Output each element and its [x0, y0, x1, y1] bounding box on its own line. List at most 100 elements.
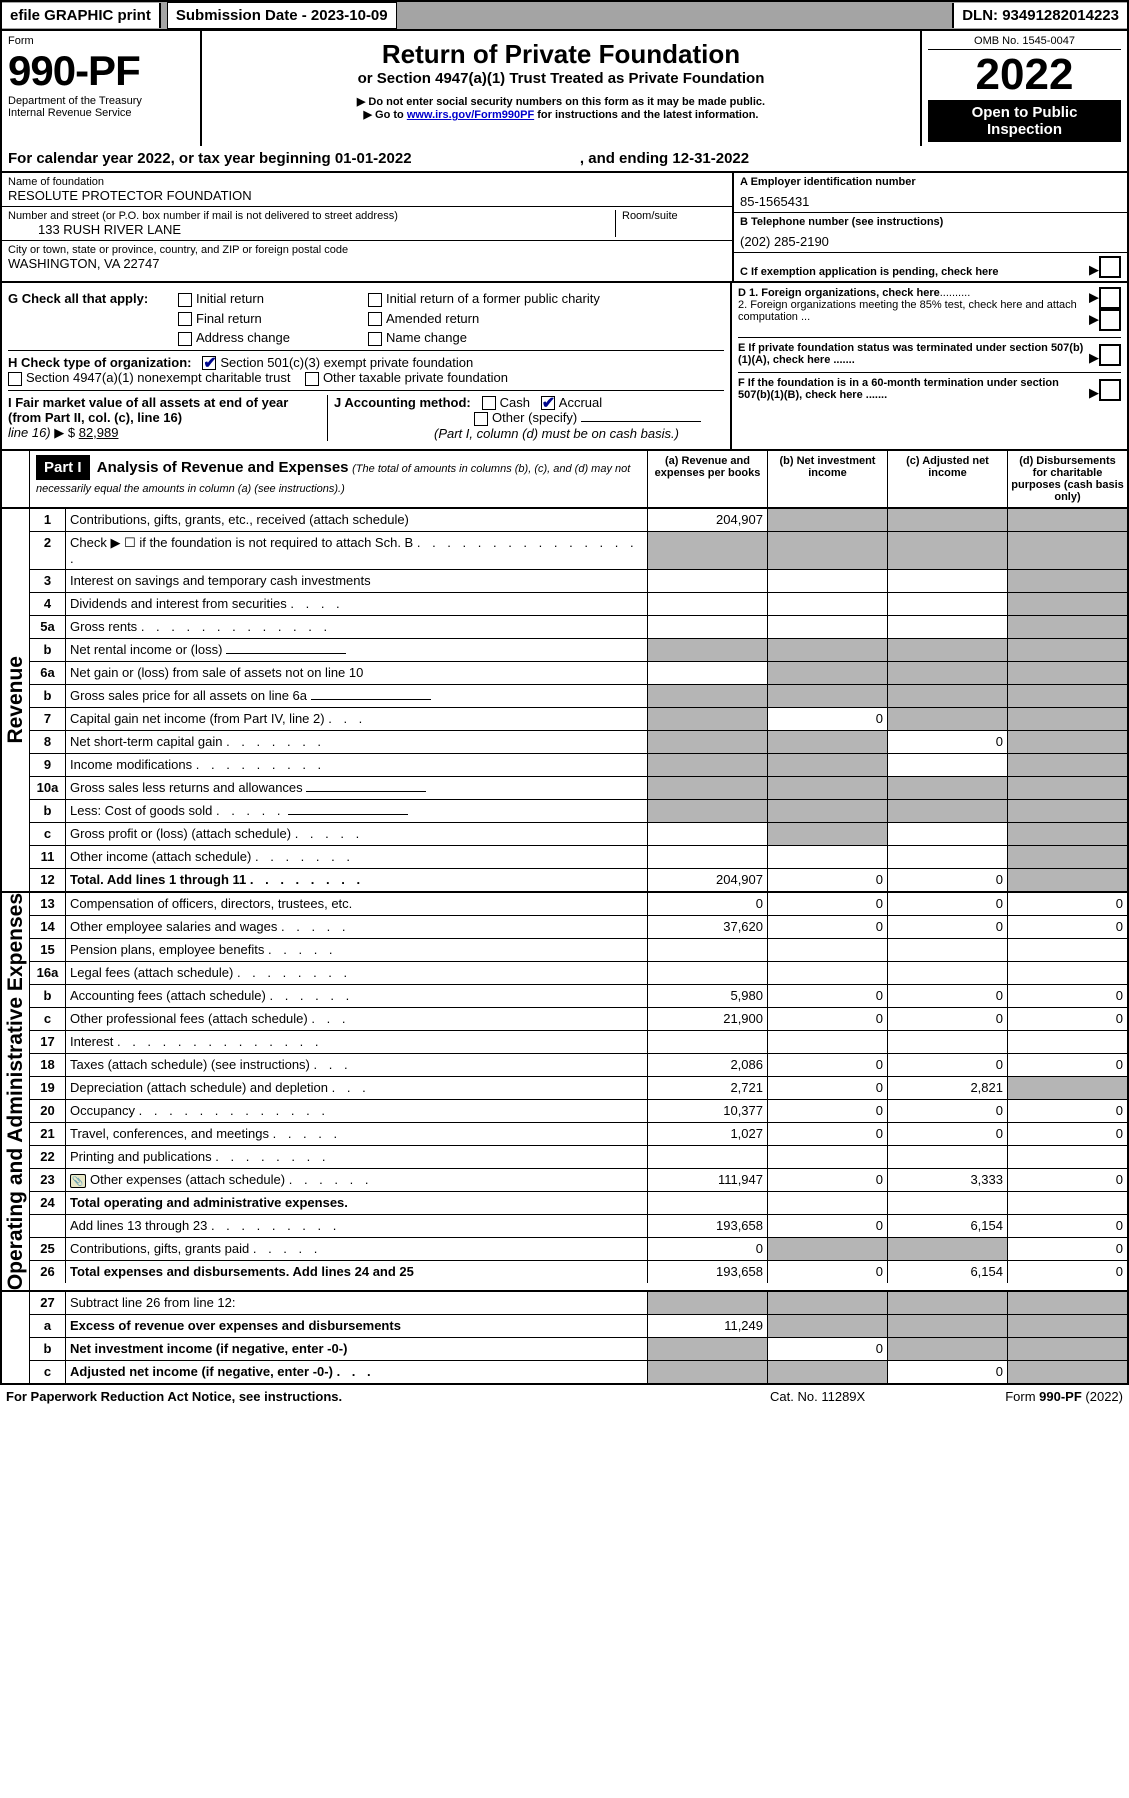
d1-label: D 1. Foreign organizations, check here — [738, 287, 940, 299]
g-name-change[interactable]: Name change — [368, 330, 600, 346]
foundation-name-label: Name of foundation — [8, 176, 726, 188]
col-c-header: (c) Adjusted net income — [887, 451, 1007, 507]
table-row: 27Subtract line 26 from line 12: — [30, 1292, 1127, 1314]
table-row: bGross sales price for all assets on lin… — [30, 684, 1127, 707]
part1-header-row: Part I Analysis of Revenue and Expenses … — [0, 451, 1129, 509]
h-501c3-checkbox[interactable] — [202, 356, 216, 370]
table-row: cAdjusted net income (if negative, enter… — [30, 1360, 1127, 1383]
g-label: G Check all that apply: — [8, 291, 178, 346]
g-final-return[interactable]: Final return — [178, 311, 368, 327]
table-row: 20Occupancy . . . . . . . . . . . . .10,… — [30, 1099, 1127, 1122]
j-accrual-checkbox[interactable] — [541, 396, 555, 410]
c-checkbox[interactable] — [1099, 256, 1121, 278]
opex-section: Operating and Administrative Expenses 13… — [0, 893, 1129, 1292]
table-row: cOther professional fees (attach schedul… — [30, 1007, 1127, 1030]
g-amended-return[interactable]: Amended return — [368, 311, 600, 327]
h-other-checkbox[interactable] — [305, 372, 319, 386]
table-row: 8Net short-term capital gain . . . . . .… — [30, 730, 1127, 753]
table-row: 1Contributions, gifts, grants, etc., rec… — [30, 509, 1127, 531]
footer-form: Form 990-PF (2022) — [1005, 1389, 1123, 1404]
dln: DLN: 93491282014223 — [952, 3, 1127, 28]
instruction-1: Do not enter social security numbers on … — [208, 95, 914, 108]
table-row: 24Total operating and administrative exp… — [30, 1191, 1127, 1214]
table-row: bNet rental income or (loss) — [30, 638, 1127, 661]
table-row: 23📎Other expenses (attach schedule) . . … — [30, 1168, 1127, 1191]
h-4947-checkbox[interactable] — [8, 372, 22, 386]
e-checkbox[interactable] — [1099, 344, 1121, 366]
table-row: 11Other income (attach schedule) . . . .… — [30, 845, 1127, 868]
dept-treasury: Department of the Treasury — [8, 95, 194, 107]
table-row: 21Travel, conferences, and meetings . . … — [30, 1122, 1127, 1145]
table-row: 5aGross rents . . . . . . . . . . . . . — [30, 615, 1127, 638]
phone-label: B Telephone number (see instructions) — [740, 216, 1121, 228]
j-label: J Accounting method: — [334, 395, 471, 410]
f-label: F If the foundation is in a 60-month ter… — [738, 377, 1089, 401]
table-row: bAccounting fees (attach schedule) . . .… — [30, 984, 1127, 1007]
irs: Internal Revenue Service — [8, 107, 194, 119]
table-row: bNet investment income (if negative, ent… — [30, 1337, 1127, 1360]
form-label: Form — [8, 35, 194, 47]
j-cash-checkbox[interactable] — [482, 396, 496, 410]
bottom-lines: 27Subtract line 26 from line 12:aExcess … — [0, 1292, 1129, 1385]
table-row: Add lines 13 through 23 . . . . . . . . … — [30, 1214, 1127, 1237]
city-label: City or town, state or province, country… — [8, 244, 726, 256]
col-d-header: (d) Disbursements for charitable purpose… — [1007, 451, 1127, 507]
f-checkbox[interactable] — [1099, 379, 1121, 401]
table-row: 13Compensation of officers, directors, t… — [30, 893, 1127, 915]
attachment-icon[interactable]: 📎 — [70, 1174, 86, 1188]
ein-label: A Employer identification number — [740, 176, 1121, 188]
submission-date: Submission Date - 2023-10-09 — [167, 2, 397, 29]
table-row: 2Check ▶ ☐ if the foundation is not requ… — [30, 531, 1127, 569]
table-row: cGross profit or (loss) (attach schedule… — [30, 822, 1127, 845]
table-row: 17Interest . . . . . . . . . . . . . . — [30, 1030, 1127, 1053]
irs-form-link[interactable]: www.irs.gov/Form990PF — [407, 109, 534, 121]
col-a-header: (a) Revenue and expenses per books — [647, 451, 767, 507]
table-row: 4Dividends and interest from securities … — [30, 592, 1127, 615]
address: 133 RUSH RIVER LANE — [8, 222, 609, 237]
opex-side-label: Operating and Administrative Expenses — [4, 893, 28, 1290]
footer-left: For Paperwork Reduction Act Notice, see … — [6, 1389, 342, 1404]
open-to-public: Open to Public Inspection — [928, 100, 1121, 142]
table-row: 12Total. Add lines 1 through 11 . . . . … — [30, 868, 1127, 891]
table-row: 10aGross sales less returns and allowanc… — [30, 776, 1127, 799]
revenue-section: Revenue 1Contributions, gifts, grants, e… — [0, 509, 1129, 893]
h-label: H Check type of organization: — [8, 355, 191, 370]
g-initial-return[interactable]: Initial return — [178, 291, 368, 307]
d1-checkbox[interactable] — [1099, 287, 1121, 309]
foundation-name: RESOLUTE PROTECTOR FOUNDATION — [8, 188, 726, 203]
table-row: 9Income modifications . . . . . . . . . — [30, 753, 1127, 776]
form-number: 990-PF — [8, 47, 194, 95]
page-footer: For Paperwork Reduction Act Notice, see … — [0, 1385, 1129, 1408]
c-pending-label: C If exemption application is pending, c… — [740, 266, 1089, 278]
revenue-side-label: Revenue — [4, 656, 28, 744]
table-row: 6aNet gain or (loss) from sale of assets… — [30, 661, 1127, 684]
table-row: 3Interest on savings and temporary cash … — [30, 569, 1127, 592]
footer-cat: Cat. No. 11289X — [770, 1389, 865, 1404]
j-other-checkbox[interactable] — [474, 412, 488, 426]
caret-icon: ▶ — [1089, 262, 1099, 278]
room-suite-label: Room/suite — [622, 210, 726, 222]
calendar-year-row: For calendar year 2022, or tax year begi… — [0, 146, 1129, 173]
instruction-2: Go to www.irs.gov/Form990PF for instruct… — [208, 108, 914, 121]
efile-print-label[interactable]: efile GRAPHIC print — [2, 3, 161, 28]
table-row: aExcess of revenue over expenses and dis… — [30, 1314, 1127, 1337]
e-label: E If private foundation status was termi… — [738, 342, 1089, 366]
table-row: 15Pension plans, employee benefits . . .… — [30, 938, 1127, 961]
part1-label: Part I — [36, 455, 90, 480]
entity-info: Name of foundation RESOLUTE PROTECTOR FO… — [0, 173, 1129, 283]
j-note: (Part I, column (d) must be on cash basi… — [434, 426, 679, 441]
g-address-change[interactable]: Address change — [178, 330, 368, 346]
d2-checkbox[interactable] — [1099, 309, 1121, 331]
table-row: bLess: Cost of goods sold . . . . . — [30, 799, 1127, 822]
address-label: Number and street (or P.O. box number if… — [8, 210, 609, 222]
table-row: 7Capital gain net income (from Part IV, … — [30, 707, 1127, 730]
g-initial-former[interactable]: Initial return of a former public charit… — [368, 291, 600, 307]
table-row: 14Other employee salaries and wages . . … — [30, 915, 1127, 938]
checkboxes-section: G Check all that apply: Initial return I… — [0, 283, 1129, 451]
part1-title: Analysis of Revenue and Expenses — [97, 459, 349, 476]
ein: 85-1565431 — [740, 188, 1121, 209]
table-row: 22Printing and publications . . . . . . … — [30, 1145, 1127, 1168]
form-subtitle: or Section 4947(a)(1) Trust Treated as P… — [208, 70, 914, 87]
tax-year: 2022 — [928, 50, 1121, 100]
topbar: efile GRAPHIC print Submission Date - 20… — [0, 0, 1129, 31]
